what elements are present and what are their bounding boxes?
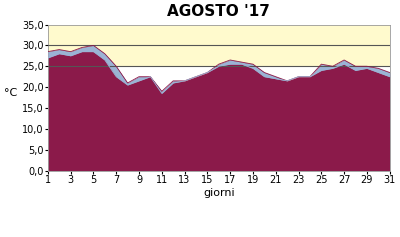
Bar — [48, 24, 390, 66]
Y-axis label: °C: °C — [4, 87, 18, 98]
X-axis label: giorni: giorni — [203, 187, 234, 198]
Title: AGOSTO '17: AGOSTO '17 — [167, 4, 270, 19]
